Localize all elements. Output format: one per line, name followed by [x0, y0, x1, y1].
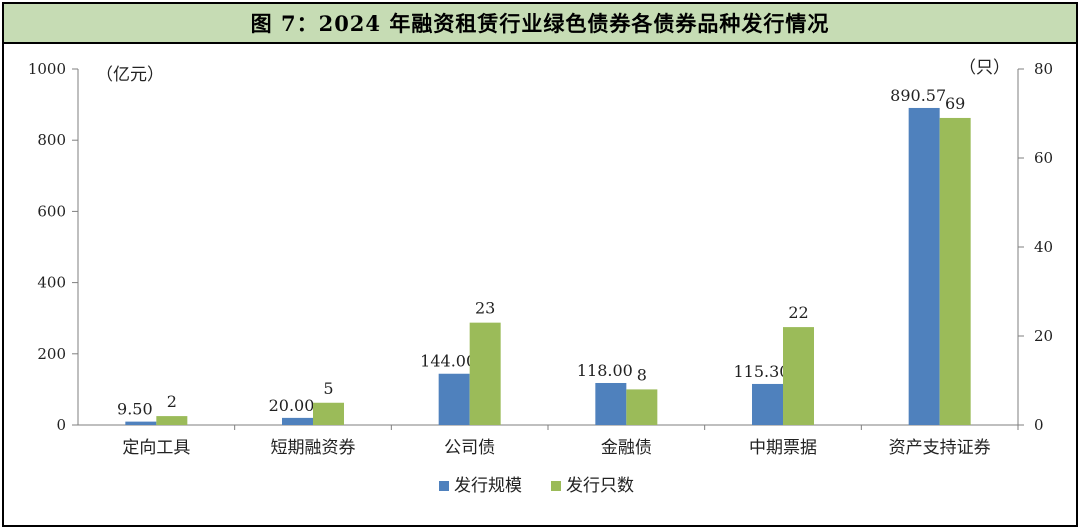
y-left-tick-label: 800: [37, 131, 66, 149]
y-left-tick-label: 1000: [28, 60, 66, 78]
x-tick-label: 中期票据: [749, 438, 817, 458]
data-label-count: 69: [945, 94, 965, 113]
y-left-tick-label: 200: [37, 345, 66, 363]
x-tick-label: 公司债: [444, 438, 495, 458]
bar-count: [313, 402, 344, 425]
y-left-unit-label: （亿元）: [96, 65, 164, 85]
legend-label: 发行只数: [566, 476, 634, 496]
bar-scale: [908, 107, 940, 425]
data-label-count: 23: [475, 299, 495, 318]
chart-title: 图 7：2024 年融资租赁行业绿色债券各债券品种发行情况: [250, 11, 830, 36]
data-label-scale: 890.57: [890, 86, 946, 105]
bar-scale: [125, 421, 157, 425]
y-right-unit-label: （只）: [959, 58, 1010, 78]
legend-swatch: [439, 481, 449, 491]
bar-count: [156, 416, 188, 425]
bar-count: [626, 389, 658, 425]
data-label-count: 5: [323, 379, 333, 398]
y-left-tick-label: 400: [37, 274, 66, 292]
data-label-scale: 9.50: [117, 400, 153, 419]
title-bar: 图 7：2024 年融资租赁行业绿色债券各债券品种发行情况: [4, 4, 1076, 44]
data-label-count: 22: [788, 303, 808, 322]
bar-scale: [752, 383, 783, 425]
data-label-scale: 118.00: [577, 361, 633, 380]
y-right-tick-label: 40: [1034, 238, 1053, 256]
y-right-tick-label: 0: [1034, 416, 1044, 434]
x-tick-label: 金融债: [601, 438, 652, 458]
data-label-count: 2: [167, 392, 177, 411]
data-label-scale: 115.30: [734, 362, 790, 381]
data-label-scale: 144.00: [420, 352, 476, 371]
data-label-count: 8: [637, 365, 647, 384]
bar-count: [939, 117, 971, 425]
data-label-scale: 20.00: [269, 396, 315, 415]
bar-scale: [282, 417, 313, 425]
y-right-tick-label: 80: [1034, 60, 1053, 78]
y-left-tick-label: 0: [56, 416, 66, 434]
x-tick-label: 短期融资券: [271, 438, 356, 458]
legend-swatch: [551, 481, 561, 491]
y-left-tick-label: 600: [37, 202, 66, 220]
x-tick-label: 资产支持证券: [889, 438, 991, 458]
bar-count: [469, 322, 501, 425]
y-right-tick-label: 60: [1034, 149, 1053, 167]
x-tick-label: 定向工具: [122, 438, 190, 458]
bar-scale: [438, 373, 470, 425]
y-right-tick-label: 20: [1034, 327, 1053, 345]
bar-count: [783, 327, 814, 425]
bar-scale: [595, 382, 627, 425]
legend-label: 发行规模: [454, 476, 522, 496]
